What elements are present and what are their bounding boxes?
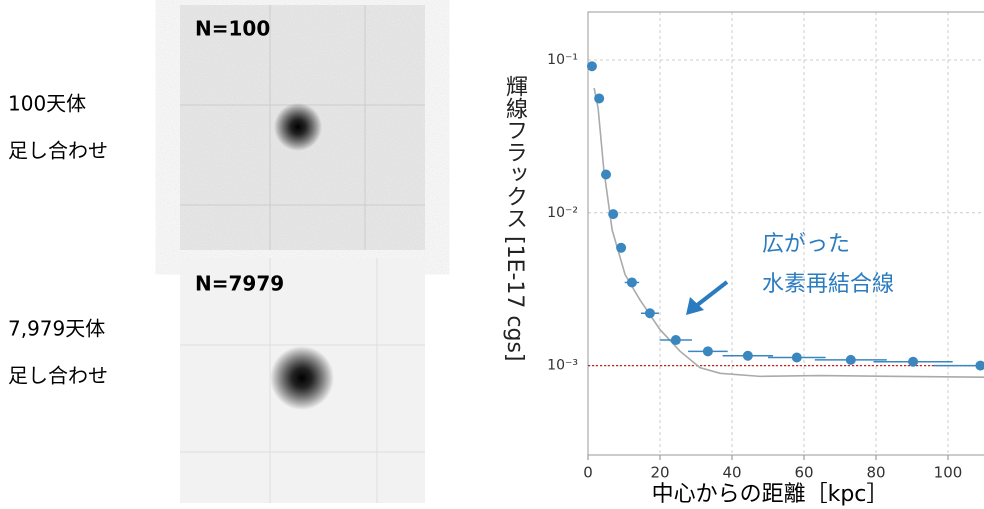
point	[587, 61, 597, 71]
point	[846, 355, 856, 365]
point	[703, 346, 713, 356]
x-tick-label: 20	[650, 464, 669, 482]
x-tick-label: 60	[794, 464, 813, 482]
point	[645, 308, 655, 318]
x-tick-label: 40	[722, 464, 741, 482]
annotation: 水素再結合線	[762, 272, 894, 297]
point	[627, 277, 637, 287]
x-tick-label: 80	[866, 464, 885, 482]
point	[908, 357, 918, 367]
point	[594, 93, 604, 103]
y-tick-label: 10⁻²	[547, 205, 578, 221]
point	[975, 361, 984, 371]
x-axis-label: 中心からの距離［kpc］	[652, 482, 889, 507]
point	[616, 243, 626, 253]
annotation: 広がった	[762, 232, 850, 257]
y-tick-label: 10⁻³	[547, 358, 578, 374]
caption: 100天体	[8, 92, 86, 116]
x-tick-label: 0	[583, 464, 593, 482]
point	[608, 209, 618, 219]
image-top	[180, 5, 425, 250]
x-tick-label: 100	[934, 464, 963, 482]
point	[671, 335, 681, 345]
caption: 足し合わせ	[8, 364, 108, 388]
annotation-arrow	[696, 282, 727, 306]
caption: 足し合わせ	[8, 139, 108, 163]
y-tick-label: 10⁻¹	[547, 52, 578, 68]
point	[792, 352, 802, 362]
page: N=100 N=7979 100天体 足し合わせ 7,979天体 足し合わせ 中…	[0, 0, 984, 509]
y-axis-label: 輝線フラックス [1E-17 cgs]	[498, 75, 530, 435]
image-label: N=7979	[195, 272, 284, 296]
point	[743, 351, 753, 361]
caption: 7,979天体	[8, 317, 105, 341]
image-label: N=100	[195, 17, 270, 41]
point	[601, 170, 611, 180]
figure: N=100 N=7979 100天体 足し合わせ 7,979天体 足し合わせ 中…	[0, 0, 984, 509]
